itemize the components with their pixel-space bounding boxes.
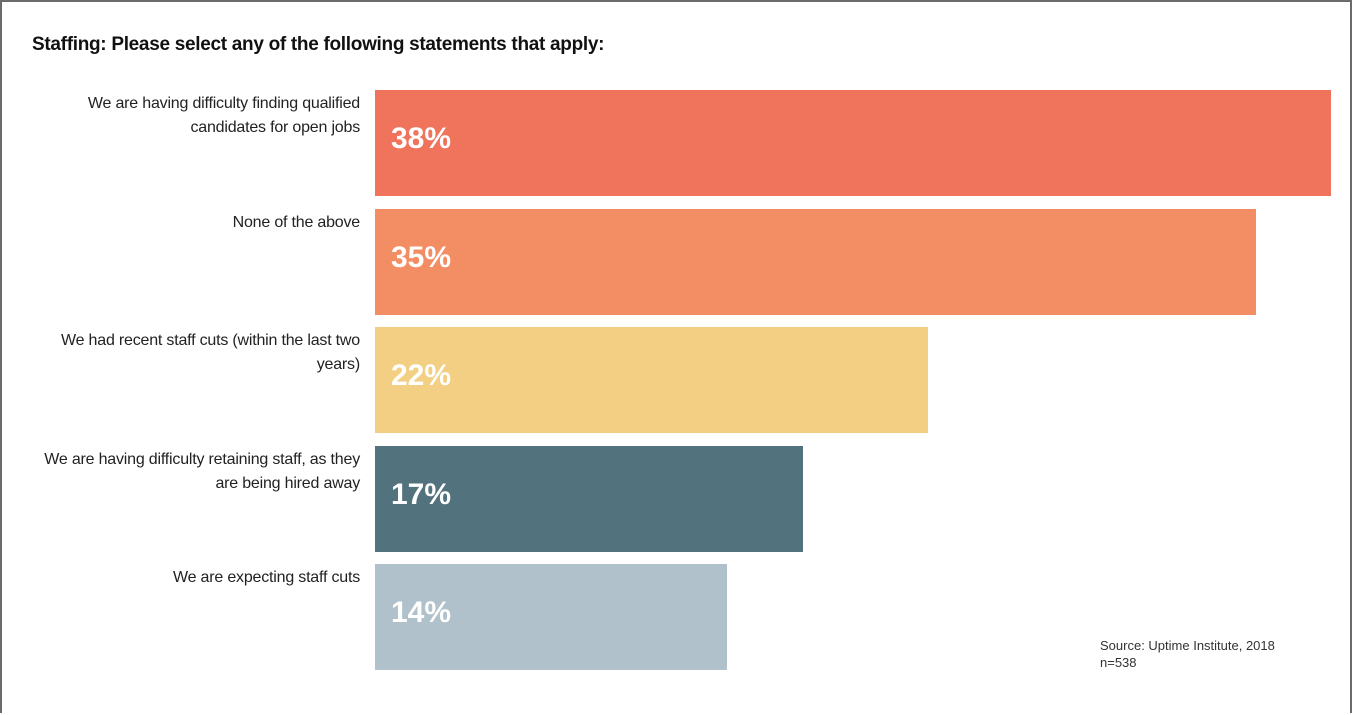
bar bbox=[375, 327, 929, 433]
source: Source: Uptime Institute, 2018 bbox=[1100, 638, 1275, 653]
bar bbox=[375, 208, 1256, 315]
chart-title: Staffing: Please select any of the follo… bbox=[32, 34, 605, 55]
bar bbox=[375, 90, 1331, 196]
category-label: None of the above bbox=[232, 213, 361, 231]
value-label: 17% bbox=[391, 477, 452, 511]
category-label: We are having difficulty retaining staff… bbox=[44, 450, 360, 492]
bar bbox=[375, 445, 803, 552]
category-label: We had recent staff cuts (within the las… bbox=[60, 332, 360, 373]
value-label: 14% bbox=[391, 596, 452, 629]
category-label: We are expecting staff cuts bbox=[173, 569, 360, 586]
value-label: 22% bbox=[391, 359, 452, 392]
value-label: 38% bbox=[391, 122, 452, 155]
note: n=538 bbox=[1100, 655, 1137, 670]
bar bbox=[375, 564, 728, 670]
category-label: We are having difficulty finding qualifi… bbox=[87, 95, 360, 136]
value-label: 35% bbox=[391, 240, 452, 274]
